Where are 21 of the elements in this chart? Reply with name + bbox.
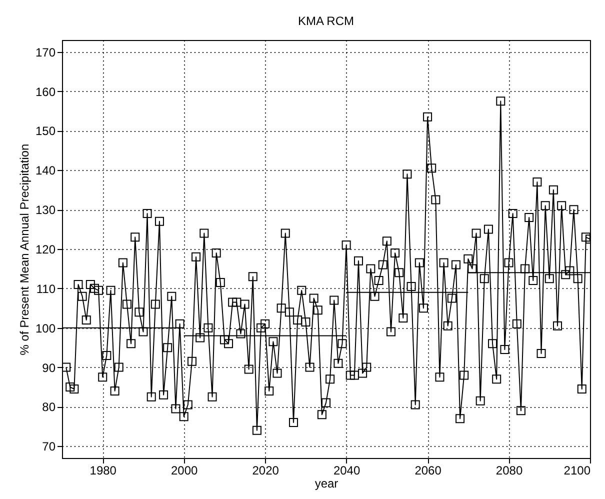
y-tick-label: 140 bbox=[35, 164, 56, 178]
x-axis-title: year bbox=[314, 476, 338, 490]
x-tick-label: 1980 bbox=[90, 464, 117, 478]
y-tick-label: 90 bbox=[42, 360, 56, 375]
chart-title: KMA RCM bbox=[298, 14, 354, 28]
y-tick-label: 80 bbox=[42, 400, 56, 414]
y-tick-label: 160 bbox=[35, 84, 56, 99]
x-tick-label: 2100 bbox=[564, 464, 591, 478]
y-tick-label: 150 bbox=[35, 124, 56, 138]
x-tick-label: 2020 bbox=[252, 464, 280, 478]
y-tick-label: 120 bbox=[35, 242, 56, 256]
y-tick-label: 170 bbox=[35, 45, 56, 60]
x-tick-label: 2000 bbox=[170, 464, 198, 478]
y-tick-label: 130 bbox=[35, 203, 56, 218]
x-tick-label: 2080 bbox=[496, 464, 523, 478]
x-tick-label: 2040 bbox=[333, 464, 360, 478]
y-tick-label: 110 bbox=[36, 282, 56, 296]
y-tick-label: 70 bbox=[42, 440, 56, 454]
y-axis-title: % of Present Mean Annual Precipitation bbox=[17, 144, 32, 356]
x-tick-label: 2060 bbox=[414, 464, 442, 478]
y-tick-label: 100 bbox=[35, 321, 56, 336]
